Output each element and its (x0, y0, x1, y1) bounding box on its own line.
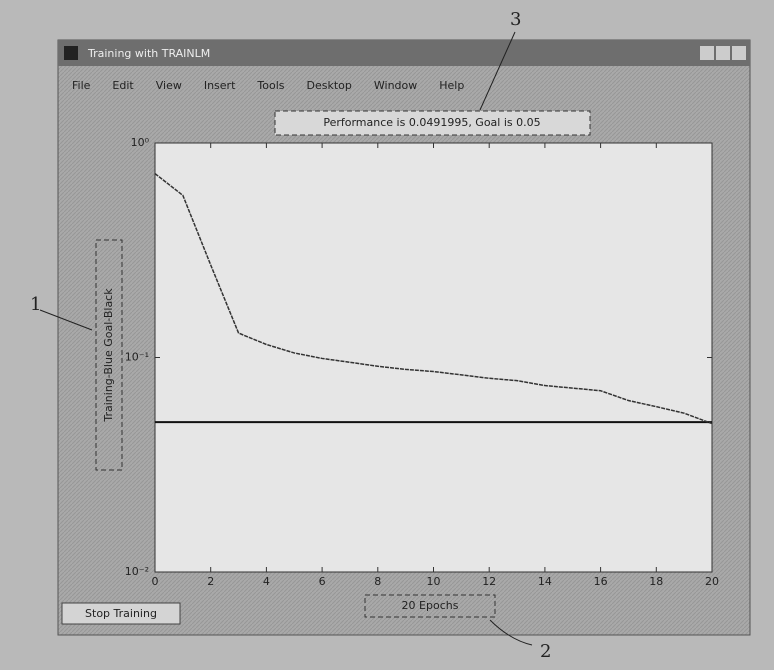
x-tick-label: 18 (649, 575, 663, 588)
annotation: 3 (510, 9, 521, 30)
x-tick-label: 12 (482, 575, 496, 588)
x-tick-label: 8 (374, 575, 381, 588)
x-tick-label: 0 (152, 575, 159, 588)
y-tick-label: 10⁰ (131, 136, 150, 149)
y-axis-label: Training-Blue Goal-Black (102, 288, 115, 423)
plot-title: Performance is 0.0491995, Goal is 0.05 (323, 116, 540, 129)
menu-item[interactable]: Desktop (307, 79, 352, 92)
stop-button-label: Stop Training (85, 607, 157, 620)
window-icon (64, 46, 78, 60)
x-tick-label: 6 (319, 575, 326, 588)
screenshot: Training with TRAINLM File Edit View Insert… (0, 0, 774, 666)
maximize-button[interactable] (716, 46, 730, 60)
menu-item[interactable]: Tools (256, 79, 284, 92)
x-axis-label: 20 Epochs (402, 599, 459, 612)
x-tick-label: 2 (207, 575, 214, 588)
menu-item[interactable]: File (72, 79, 91, 92)
x-tick-label: 10 (427, 575, 441, 588)
menu-item[interactable]: Window (374, 79, 417, 92)
menu-item[interactable]: Help (439, 79, 464, 92)
menu-item[interactable]: Insert (204, 79, 236, 92)
plot-area (155, 143, 712, 572)
minimize-button[interactable] (700, 46, 714, 60)
x-tick-label: 14 (538, 575, 552, 588)
menu-item[interactable]: View (156, 79, 182, 92)
x-tick-label: 20 (705, 575, 719, 588)
annotation: 1 (30, 294, 41, 315)
close-button[interactable] (732, 46, 746, 60)
x-tick-label: 4 (263, 575, 270, 588)
window-title: Training with TRAINLM (87, 47, 210, 60)
x-tick-label: 16 (594, 575, 608, 588)
menu-item[interactable]: Edit (112, 79, 134, 92)
menu-bar: File Edit View Insert Tools Desktop Window Help (72, 79, 464, 92)
y-tick-label: 10⁻¹ (125, 351, 149, 364)
page: Training with TRAINLM File Edit View Insert… (0, 0, 774, 666)
y-tick-label: 10⁻² (125, 565, 149, 578)
annotation: 2 (540, 641, 551, 662)
